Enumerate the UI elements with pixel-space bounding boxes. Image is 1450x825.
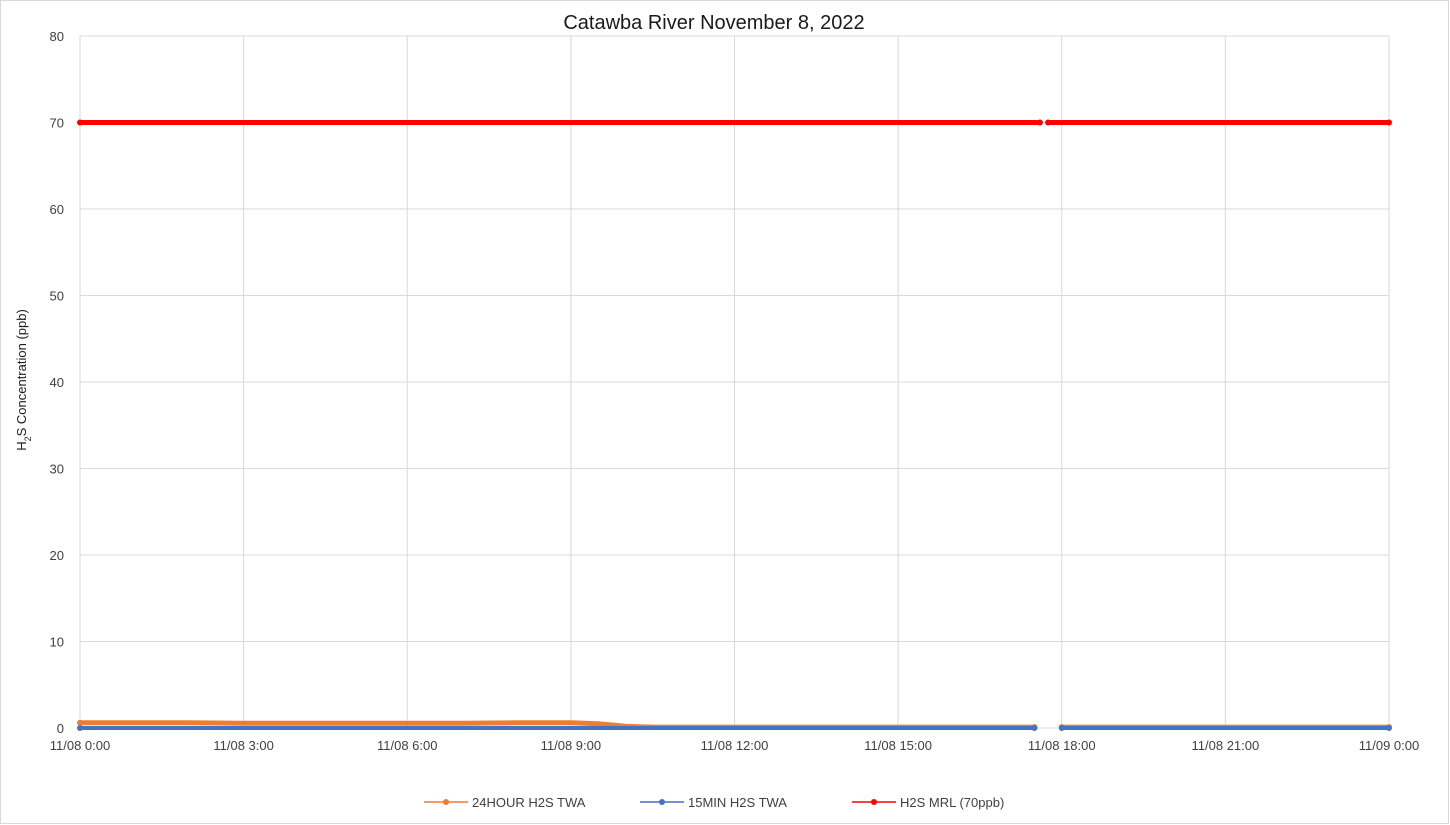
y-tick-label: 20: [50, 548, 64, 563]
y-tick-label: 80: [50, 29, 64, 44]
y-tick-label: 50: [50, 289, 64, 304]
series-point: [1031, 725, 1038, 731]
x-tick-label: 11/08 3:00: [213, 738, 273, 753]
y-tick-label: 60: [50, 202, 64, 217]
x-tick-label: 11/08 0:00: [50, 738, 110, 753]
y-axis-label-main: H: [14, 441, 29, 450]
legend-marker: [443, 799, 449, 805]
series-point: [1036, 119, 1043, 126]
x-tick-label: 11/08 9:00: [541, 738, 601, 753]
x-tick-label: 11/09 0:00: [1359, 738, 1419, 753]
axes: 0 10 20 30 40 50 60 70 80 11/08 0:00 11/08 3:00 11/…: [50, 29, 1420, 753]
y-tick-label: 0: [57, 721, 64, 736]
x-tick-label: 11/08 21:00: [1192, 738, 1260, 753]
x-tick-label: 11/08 6:00: [377, 738, 437, 753]
legend-label: 24HOUR H2S TWA: [472, 795, 586, 810]
legend-marker: [659, 799, 665, 805]
series-point: [1386, 725, 1392, 731]
series-lines: [77, 119, 1392, 731]
y-tick-label: 30: [50, 462, 64, 477]
series-point: [1386, 119, 1392, 126]
series-point: [77, 725, 83, 731]
x-tick-label: 11/08 15:00: [864, 738, 932, 753]
legend-label: H2S MRL (70ppb): [900, 795, 1004, 810]
series-point: [1058, 725, 1065, 731]
y-tick-label: 40: [50, 375, 64, 390]
chart-title: Catawba River November 8, 2022: [563, 12, 864, 34]
legend-label: 15MIN H2S TWA: [688, 795, 787, 810]
x-tick-label: 11/08 12:00: [701, 738, 769, 753]
series-point: [77, 119, 83, 126]
y-axis-label: H2S Concentration (ppb): [14, 309, 33, 451]
series-point: [1045, 119, 1052, 126]
y-tick-label: 10: [50, 635, 64, 650]
y-axis-label-subscript: 2: [23, 436, 33, 441]
legend: 24HOUR H2S TWA 15MIN H2S TWA H2S MRL (70pp…: [424, 795, 1004, 810]
legend-marker: [871, 799, 877, 805]
x-tick-label: 11/08 18:00: [1028, 738, 1096, 753]
y-axis-label-rest: S Concentration (ppb): [14, 309, 29, 436]
series-point: [77, 719, 83, 726]
y-tick-label: 70: [50, 116, 64, 131]
